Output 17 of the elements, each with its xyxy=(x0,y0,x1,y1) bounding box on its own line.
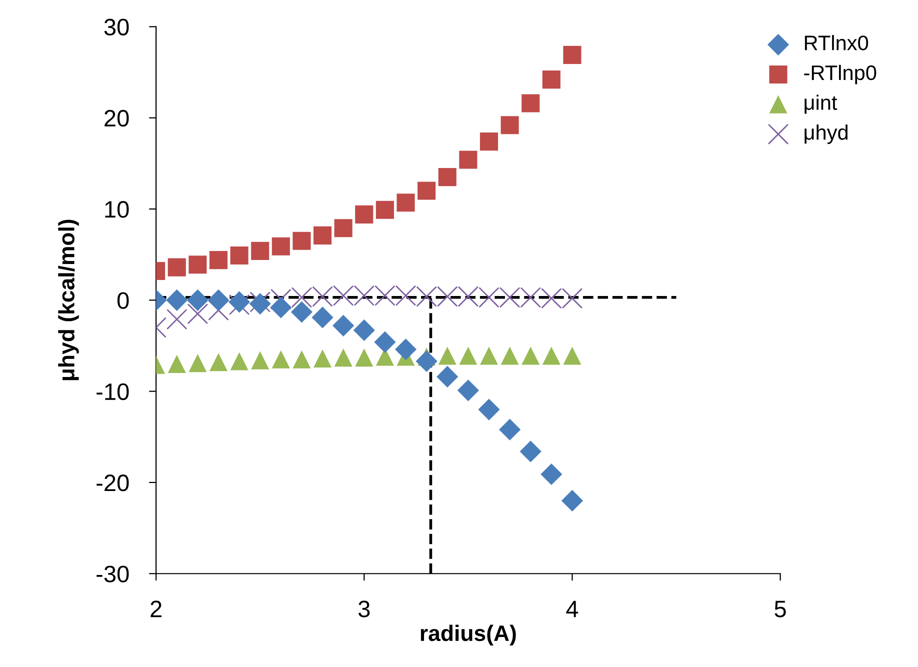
legend-label: μint xyxy=(804,94,838,114)
y-axis-title: μhyd (kcal/mol) xyxy=(58,220,79,380)
x-tick-label: 3 xyxy=(358,600,370,618)
legend-label: μhyd xyxy=(804,124,848,144)
x-axis-title: radius(A) xyxy=(420,624,516,646)
y-tick-label: -10 xyxy=(96,383,129,400)
y-tick-label: 30 xyxy=(104,18,129,36)
x-tick-label: 4 xyxy=(566,600,578,618)
x-tick-label: 5 xyxy=(774,600,786,618)
y-tick-label: -30 xyxy=(96,566,129,582)
y-tick-label: 10 xyxy=(105,201,129,218)
y-tick-label: -20 xyxy=(96,474,129,492)
y-tick-label: 0 xyxy=(117,292,129,309)
x-tick-label: 2 xyxy=(150,600,162,618)
legend-label: -RTlnp0 xyxy=(804,64,876,84)
y-tick-label: 20 xyxy=(104,110,129,127)
legend-label: RTlnx0 xyxy=(804,35,868,50)
